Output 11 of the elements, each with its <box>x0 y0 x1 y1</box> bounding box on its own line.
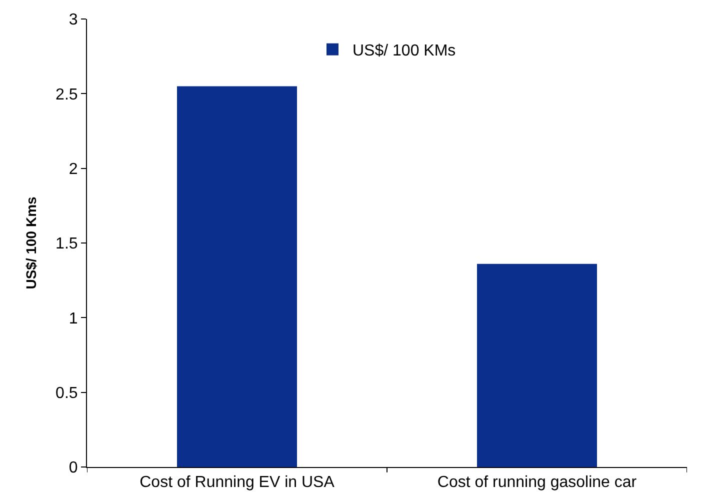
y-tick-label: 2 <box>68 160 78 178</box>
y-tick-label: 0.5 <box>56 384 78 402</box>
y-tick-label: 2.5 <box>56 86 78 104</box>
legend-label: US$/ 100 KMs <box>352 42 456 60</box>
y-tick-label: 1 <box>68 310 78 328</box>
y-tick-label: 1.5 <box>56 236 78 253</box>
x-tick-label: Cost of running gasoline car <box>437 474 638 492</box>
y-tick-label: 3 <box>68 12 78 29</box>
y-tick-label: 0 <box>68 460 78 477</box>
x-tick-label: Cost of Running EV in USA <box>140 474 335 492</box>
y-axis-title: US$/ 100 Kms <box>23 196 40 290</box>
